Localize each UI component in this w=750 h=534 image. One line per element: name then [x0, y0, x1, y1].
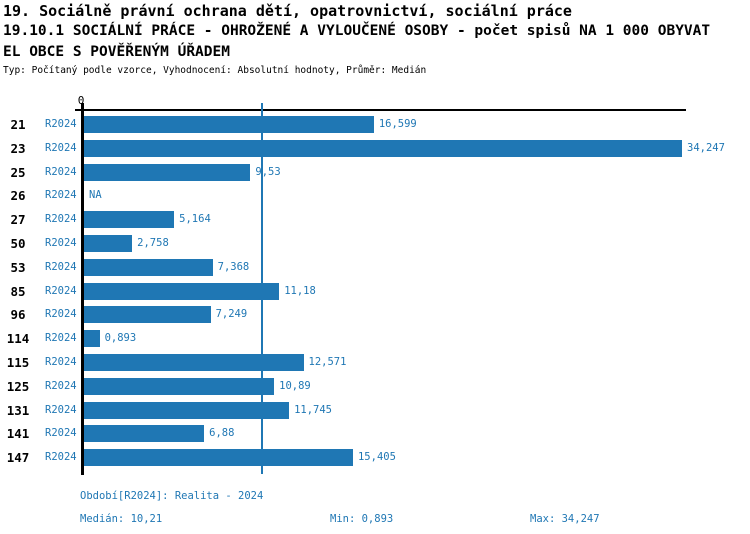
- value-bar: [84, 377, 275, 395]
- chart-row: 141 R2024 6,88: [0, 425, 750, 443]
- value-bar: [84, 116, 374, 133]
- chart-row: 27 R2024 5,164: [0, 211, 750, 229]
- row-category-label: 141: [6, 426, 30, 442]
- row-series-label: R2024: [45, 427, 77, 440]
- footer-median-stat: Medián: 10,21: [80, 513, 163, 525]
- value-bar: [84, 449, 353, 467]
- footer-max-stat: Max: 34,247: [530, 513, 600, 525]
- chart-row: 114 R2024 0,893: [0, 330, 750, 348]
- row-series-label: R2024: [45, 308, 77, 321]
- indicator-title-line-2: EL OBCE S POVĚŘENÝM ÚŘADEM: [3, 44, 230, 60]
- bar-value-label: 5,164: [179, 213, 211, 226]
- row-series-label: R2024: [45, 284, 77, 297]
- bar-value-label: 11,745: [294, 403, 333, 416]
- row-series-label: R2024: [45, 237, 77, 249]
- bar-value-label: NA: [89, 189, 102, 202]
- row-category-label: 25: [10, 164, 26, 180]
- chart-row: 53 R2024 7,368: [0, 258, 750, 276]
- row-category-label: 125: [6, 378, 30, 394]
- row-series-label: R2024: [45, 451, 77, 464]
- chart-row: 26 R2024 NA: [0, 187, 750, 204]
- chart-row: 50 R2024 2,758: [0, 235, 750, 252]
- row-series-label: R2024: [45, 403, 77, 416]
- value-bar: [84, 354, 304, 371]
- row-category-label: 21: [10, 117, 26, 132]
- bar-value-label: 16,599: [378, 118, 417, 130]
- row-category-label: 23: [10, 140, 26, 156]
- value-bar: [84, 306, 211, 324]
- chart-row: 23 R2024 34,247: [0, 139, 750, 157]
- bar-value-label: 15,405: [357, 451, 396, 464]
- row-category-label: 85: [10, 283, 26, 299]
- chart-row: 131 R2024 11,745: [0, 401, 750, 419]
- row-category-label: 96: [10, 307, 26, 323]
- indicator-subtitle: Typ: Počítaný podle vzorce, Vyhodnocení:…: [3, 65, 427, 76]
- footer-min-stat: Min: 0,893: [330, 513, 394, 525]
- row-series-label: R2024: [45, 141, 77, 154]
- y-axis-line: [81, 103, 84, 475]
- x-axis-line: [75, 109, 686, 111]
- row-series-label: R2024: [45, 332, 77, 345]
- row-series-label: R2024: [45, 213, 77, 226]
- chart-row: 125 R2024 10,89: [0, 377, 750, 395]
- row-category-label: 26: [10, 188, 26, 204]
- row-category-label: 115: [6, 355, 30, 370]
- bar-value-label: 9,53: [255, 165, 281, 178]
- row-series-label: R2024: [45, 189, 77, 202]
- row-category-label: 131: [6, 402, 30, 418]
- value-bar: [84, 163, 251, 181]
- chart-row: 115 R2024 12,571: [0, 354, 750, 371]
- chart-row: 147 R2024 15,405: [0, 449, 750, 467]
- row-category-label: 114: [6, 331, 30, 347]
- bar-value-label: 34,247: [687, 141, 725, 154]
- chart-row: 96 R2024 7,249: [0, 306, 750, 324]
- row-category-label: 27: [10, 212, 26, 228]
- bar-value-label: 12,571: [308, 356, 347, 368]
- row-series-label: R2024: [45, 118, 77, 130]
- row-category-label: 147: [6, 450, 30, 466]
- value-bar: [84, 211, 175, 229]
- row-series-label: R2024: [45, 379, 77, 392]
- chart-row: 21 R2024 16,599: [0, 116, 750, 133]
- report-section-title: 19. Sociálně právní ochrana dětí, opatro…: [3, 2, 572, 20]
- row-category-label: 53: [10, 259, 26, 275]
- value-bar: [84, 258, 213, 276]
- value-bar: [84, 425, 205, 443]
- value-bar: [84, 235, 133, 252]
- footer-period-label: Období[R2024]: Realita - 2024: [80, 490, 264, 502]
- bar-value-label: 6,88: [209, 427, 235, 440]
- value-bar: [84, 401, 290, 419]
- bar-value-label: 2,758: [137, 237, 169, 249]
- bar-value-label: 0,893: [104, 332, 137, 345]
- bar-value-label: 7,368: [217, 260, 250, 273]
- value-bar: [84, 330, 100, 348]
- chart-row: 85 R2024 11,18: [0, 282, 750, 300]
- row-series-label: R2024: [45, 165, 77, 178]
- value-bar: [84, 282, 280, 300]
- row-series-label: R2024: [45, 356, 77, 368]
- x-axis-origin-tick-label: 0: [77, 94, 85, 107]
- bar-value-label: 11,18: [284, 284, 316, 297]
- row-series-label: R2024: [45, 260, 77, 273]
- value-bar: [84, 139, 682, 157]
- bar-value-label: 10,89: [279, 379, 311, 392]
- bar-value-label: 7,249: [215, 308, 248, 321]
- chart-row: 25 R2024 9,53: [0, 163, 750, 181]
- row-category-label: 50: [10, 236, 26, 251]
- indicator-title-line-1: 19.10.1 SOCIÁLNÍ PRÁCE - OHROŽENÉ A VYLO…: [3, 23, 711, 39]
